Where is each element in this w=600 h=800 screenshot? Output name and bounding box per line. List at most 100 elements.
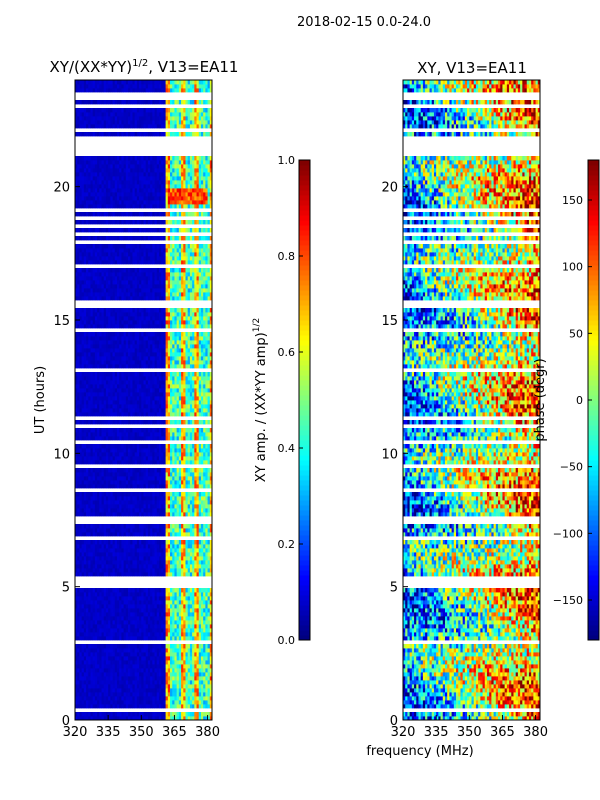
heatmap-cell: [189, 404, 193, 409]
heatmap-cell: [143, 712, 147, 717]
heatmap-cell: [178, 596, 182, 601]
heatmap-cell: [154, 648, 158, 653]
heatmap-cell: [110, 636, 113, 641]
heatmap-cell: [94, 628, 98, 633]
heatmap-cell: [108, 420, 111, 425]
heatmap-cell: [207, 512, 211, 517]
heatmap-cell: [141, 696, 144, 701]
heatmap-cell: [86, 408, 89, 413]
heatmap-cell: [209, 500, 213, 505]
heatmap-cell: [198, 548, 202, 553]
heatmap-cell: [99, 588, 102, 593]
heatmap-cell: [108, 552, 111, 557]
heatmap-cell: [75, 656, 78, 661]
heatmap-cell: [178, 436, 182, 441]
heatmap-cell: [81, 556, 85, 561]
heatmap-cell: [119, 624, 122, 629]
heatmap-cell: [101, 468, 105, 473]
heatmap-cell: [88, 496, 91, 501]
heatmap-cell: [79, 664, 83, 669]
heatmap-cell: [194, 712, 197, 717]
heatmap-cell: [79, 524, 83, 529]
heatmap-cell: [189, 524, 193, 529]
heatmap-cell: [176, 468, 180, 473]
heatmap-cell: [198, 648, 202, 653]
heatmap-cell: [123, 552, 127, 557]
heatmap-cell: [178, 572, 182, 577]
heatmap-cell: [203, 588, 206, 593]
heatmap-cell: [172, 600, 175, 605]
heatmap-cell: [128, 560, 131, 565]
heatmap-cell: [176, 700, 180, 705]
heatmap-cell: [136, 688, 140, 693]
heatmap-cell: [97, 420, 100, 425]
heatmap-cell: [196, 492, 200, 497]
heatmap-cell: [145, 496, 149, 501]
heatmap-cell: [141, 688, 144, 693]
heatmap-cell: [196, 612, 200, 617]
heatmap-cell: [121, 492, 125, 497]
heatmap-cell: [158, 648, 162, 653]
heatmap-cell: [136, 692, 140, 697]
heatmap-cell: [123, 680, 127, 685]
heatmap-cell: [136, 476, 140, 481]
heatmap-cell: [112, 648, 116, 653]
heatmap-cell: [136, 672, 140, 677]
heatmap-cell: [83, 420, 87, 425]
heatmap-cell: [90, 340, 94, 345]
heatmap-cell: [130, 592, 133, 597]
heatmap-cell: [81, 632, 85, 637]
heatmap-cell: [81, 648, 85, 653]
heatmap-cell: [165, 548, 169, 553]
heatmap-cell: [183, 684, 186, 689]
heatmap-cell: [161, 572, 164, 577]
heatmap-cell: [123, 420, 127, 425]
heatmap-cell: [189, 560, 193, 565]
heatmap-cell: [105, 500, 109, 505]
heatmap-cell: [130, 340, 133, 345]
heatmap-cell: [136, 468, 140, 473]
heatmap-cell: [172, 716, 175, 721]
heatmap-cell: [174, 644, 178, 649]
heatmap-cell: [97, 696, 100, 701]
heatmap-cell: [130, 356, 133, 361]
heatmap-cell: [88, 468, 91, 473]
heatmap-cell: [112, 484, 116, 489]
heatmap-cell: [156, 608, 160, 613]
heatmap-cell: [158, 448, 162, 453]
heatmap-cell: [108, 380, 111, 385]
heatmap-cell: [130, 568, 133, 573]
heatmap-cell: [121, 684, 125, 689]
heatmap-cell: [172, 348, 175, 353]
heatmap-cell: [90, 480, 94, 485]
heatmap-cell: [185, 628, 189, 633]
heatmap-cell: [103, 608, 107, 613]
heatmap-cell: [192, 420, 195, 425]
heatmap-cell: [136, 500, 140, 505]
heatmap-cell: [125, 592, 129, 597]
heatmap-cell: [90, 636, 94, 641]
heatmap-cell: [147, 560, 151, 565]
heatmap-cell: [132, 556, 136, 561]
heatmap-cell: [105, 596, 109, 601]
heatmap-cell: [81, 432, 85, 437]
heatmap-cell: [172, 544, 175, 549]
heatmap-cell: [121, 388, 125, 393]
heatmap-cell: [143, 676, 147, 681]
heatmap-cell: [119, 588, 122, 593]
heatmap-cell: [125, 388, 129, 393]
heatmap-cell: [134, 376, 138, 381]
heatmap-cell: [152, 648, 155, 653]
heatmap-cell: [203, 596, 206, 601]
heatmap-cell: [147, 588, 151, 593]
heatmap-cell: [81, 392, 85, 397]
heatmap-cell: [183, 392, 186, 397]
heatmap-cell: [154, 644, 158, 649]
heatmap-cell: [181, 560, 184, 565]
heatmap-cell: [141, 420, 144, 425]
heatmap-cell: [207, 600, 211, 605]
heatmap-cell: [174, 380, 178, 385]
heatmap-cell: [207, 420, 211, 425]
heatmap-cell: [123, 444, 127, 449]
heatmap-cell: [125, 492, 129, 497]
